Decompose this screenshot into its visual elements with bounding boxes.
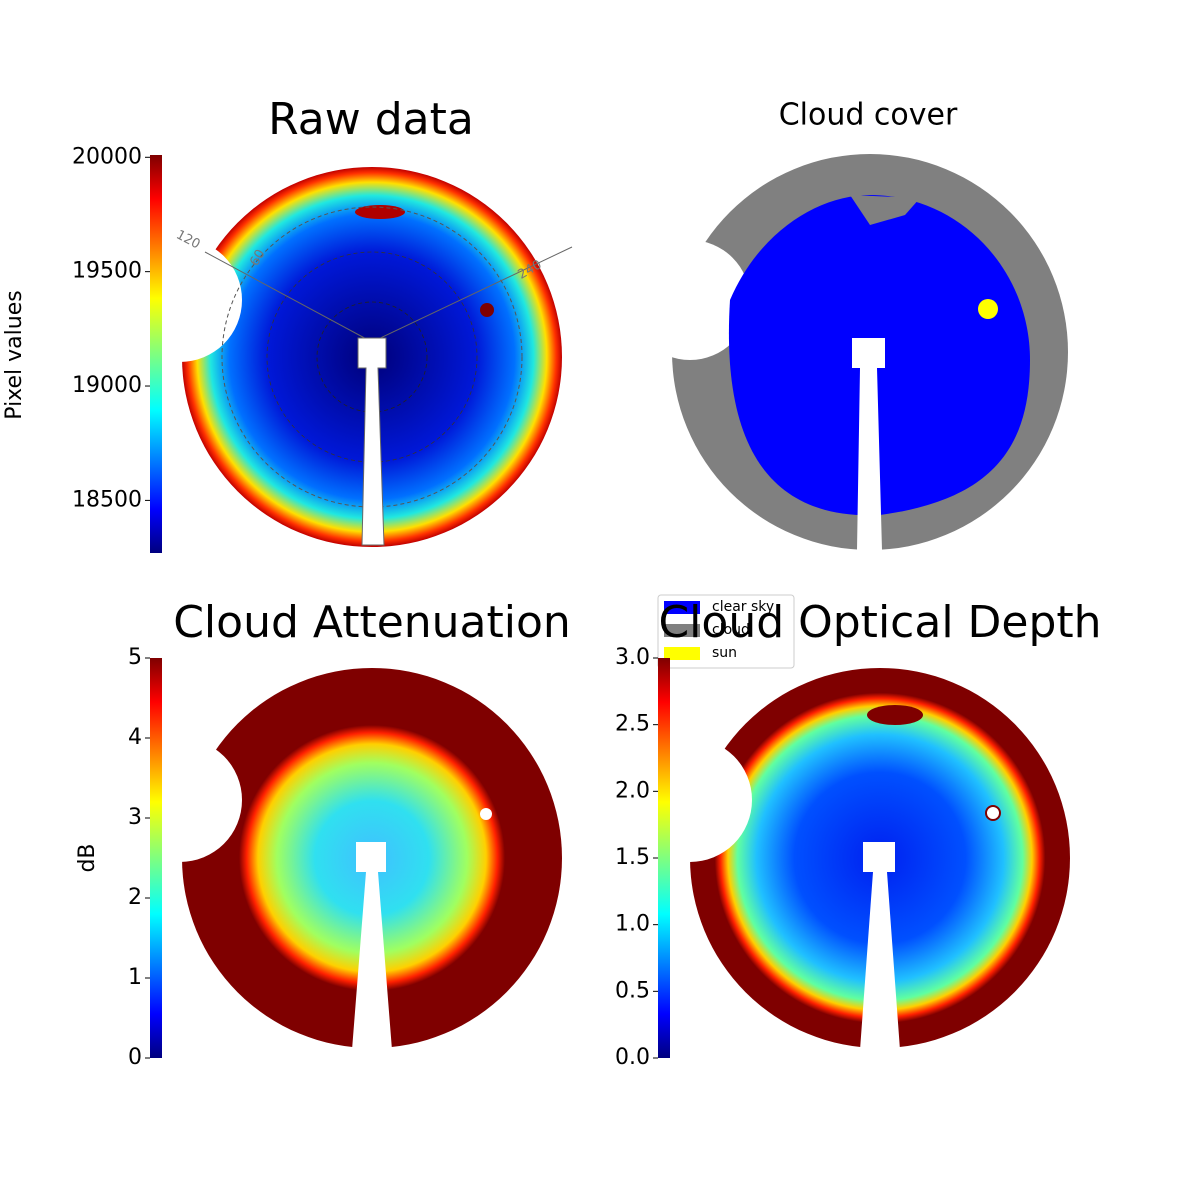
colorbar-tick-label: 5 bbox=[128, 645, 142, 670]
colorbar-tick-label: 2.5 bbox=[615, 712, 650, 737]
colorbar-label: Pixel values bbox=[2, 290, 27, 419]
colorbar-tick-label: 18500 bbox=[72, 487, 142, 512]
legend-swatch bbox=[664, 624, 700, 637]
colorbar-tick-label: 3 bbox=[128, 805, 142, 830]
legend-swatch bbox=[664, 647, 700, 660]
colorbar-tick-label: 0.5 bbox=[615, 978, 650, 1003]
legend-swatch bbox=[664, 601, 700, 614]
colorbar bbox=[658, 658, 670, 1058]
legend-label: cloud bbox=[712, 622, 750, 638]
panel-title: Cloud Attenuation bbox=[173, 597, 571, 648]
colorbar-tick-label: 1.5 bbox=[615, 845, 650, 870]
cloud-cover-image bbox=[630, 154, 1068, 550]
colorbar-tick-label: 3.0 bbox=[615, 645, 650, 670]
colorbar-tick-label: 0 bbox=[128, 1045, 142, 1070]
legend-label: clear sky bbox=[712, 599, 774, 615]
panel-title: Cloud Optical Depth bbox=[658, 597, 1101, 648]
colorbar bbox=[150, 658, 162, 1058]
raw-image bbox=[118, 167, 573, 547]
colorbar-tick-label: 19000 bbox=[72, 373, 142, 398]
panel-title: Cloud cover bbox=[779, 98, 958, 133]
polar-annotation: 60 bbox=[247, 247, 268, 269]
colorbar-tick-label: 1.0 bbox=[615, 912, 650, 937]
colorbar-label: dB bbox=[75, 843, 100, 872]
colorbar-tick-label: 2.0 bbox=[615, 778, 650, 803]
attenuation-image bbox=[118, 668, 562, 1050]
colorbar-tick-label: 20000 bbox=[72, 144, 142, 169]
colorbar-tick-label: 0.0 bbox=[615, 1045, 650, 1070]
colorbar-tick-label: 1 bbox=[128, 965, 142, 990]
colorbar-tick-label: 19500 bbox=[72, 259, 142, 284]
colorbar-tick-label: 2 bbox=[128, 885, 142, 910]
colorbar-tick-label: 4 bbox=[128, 725, 142, 750]
legend-label: sun bbox=[712, 645, 737, 661]
panel-title: Raw data bbox=[268, 94, 474, 145]
colorbar bbox=[150, 155, 162, 553]
optical-depth-image bbox=[628, 668, 1070, 1050]
